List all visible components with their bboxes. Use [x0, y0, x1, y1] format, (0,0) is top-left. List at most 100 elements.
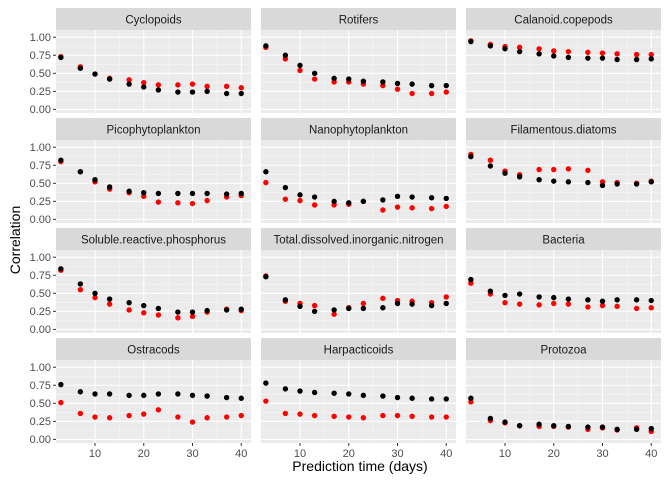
plot-background [56, 30, 251, 113]
data-point-black [204, 88, 210, 95]
data-point-black [223, 394, 230, 401]
data-point-black [468, 38, 474, 45]
data-point-black [92, 71, 98, 77]
data-point-black [614, 181, 620, 187]
data-point-red [443, 203, 449, 210]
data-point-red [175, 82, 181, 88]
data-point-red [409, 413, 415, 419]
data-point-black [297, 388, 303, 394]
data-point-red [238, 85, 244, 91]
data-point-red [155, 199, 162, 205]
y-tick-label: 1.00 [30, 32, 51, 44]
facet-panel: Harpacticoids 10 20 30 40 [261, 338, 456, 460]
data-point-black [346, 391, 352, 397]
data-point-black [360, 305, 367, 312]
data-point-black [428, 195, 435, 201]
data-point-red [155, 82, 162, 88]
facet-strip [56, 228, 251, 250]
data-point-black [394, 80, 401, 87]
data-point-black [380, 79, 386, 85]
data-point-red [141, 310, 147, 316]
data-point-black [648, 297, 654, 304]
data-point-red [428, 205, 435, 212]
data-point-black [175, 89, 181, 95]
data-point-red [551, 48, 557, 54]
data-point-red [126, 77, 132, 83]
data-point-black [204, 307, 210, 314]
x-tick-label: 30 [596, 448, 608, 460]
data-point-black [585, 55, 591, 61]
data-point-red [585, 167, 591, 174]
data-point-red [516, 301, 523, 307]
facet-strip [261, 228, 456, 250]
data-point-black [394, 300, 401, 307]
facet-strip [56, 8, 251, 30]
plot-background [56, 360, 251, 443]
data-point-black [238, 306, 244, 312]
data-point-black [223, 191, 230, 197]
facet-strip [466, 8, 661, 30]
y-tick-label: 0.75 [30, 270, 51, 282]
data-point-red [106, 415, 113, 421]
data-point-black [614, 297, 620, 303]
data-point-red [536, 166, 542, 173]
plot-background [261, 360, 456, 443]
data-point-black [551, 178, 557, 184]
data-point-red [189, 81, 196, 87]
data-point-black [92, 176, 98, 183]
data-point-black [487, 163, 494, 169]
data-point-black [263, 169, 269, 175]
facet-strip-label: Protozoa [540, 345, 587, 357]
y-tick-label: 0.00 [30, 214, 51, 226]
data-point-black [614, 56, 620, 63]
data-point-red [394, 412, 401, 419]
data-point-black [189, 392, 196, 399]
data-point-black [175, 190, 181, 197]
data-point-red [409, 205, 415, 211]
data-point-red [238, 412, 244, 419]
x-tick-label: 20 [138, 448, 150, 460]
facet-strip-label: Filamentous.diatoms [510, 125, 616, 137]
data-point-black [58, 266, 64, 272]
data-point-black [468, 153, 474, 160]
data-point-red [58, 399, 64, 406]
data-point-black [58, 157, 64, 163]
data-point-red [443, 89, 449, 95]
data-point-black [409, 194, 415, 200]
data-point-black [409, 301, 415, 307]
data-point-red [551, 300, 557, 307]
data-point-black [380, 305, 386, 311]
data-point-red [175, 200, 181, 206]
data-point-red [428, 90, 435, 97]
data-point-red [331, 311, 337, 317]
data-point-black [428, 396, 435, 402]
data-point-black [536, 421, 542, 427]
plot-background [56, 140, 251, 223]
x-axis-title: Prediction time (days) [292, 458, 427, 474]
y-tick-label: 0.75 [30, 380, 51, 392]
data-point-red [263, 179, 269, 186]
data-point-black [487, 43, 494, 49]
data-point-red [516, 44, 523, 51]
data-point-black [516, 48, 523, 55]
data-point-black [633, 297, 640, 303]
facet-strip-label: Soluble.reactive.phosphorus [81, 235, 226, 247]
data-point-red [204, 197, 210, 204]
facet-strip [56, 338, 251, 360]
data-point-red [297, 411, 303, 417]
data-point-black [565, 296, 572, 302]
data-point-red [282, 410, 289, 417]
data-point-red [189, 200, 196, 207]
data-point-black [92, 290, 98, 297]
data-point-red [599, 302, 606, 309]
data-point-red [175, 315, 181, 321]
data-point-black [551, 294, 557, 301]
data-point-black [380, 393, 386, 399]
data-point-red [126, 307, 132, 313]
data-point-black [380, 197, 386, 203]
data-point-red [92, 294, 98, 301]
data-point-black [106, 391, 113, 397]
facet-panel: Soluble.reactive.phosphorus 0.00 0.25 0.50 0… [30, 228, 251, 336]
data-point-black [516, 291, 523, 297]
facet-panel: Calanoid.copepods [466, 8, 661, 113]
